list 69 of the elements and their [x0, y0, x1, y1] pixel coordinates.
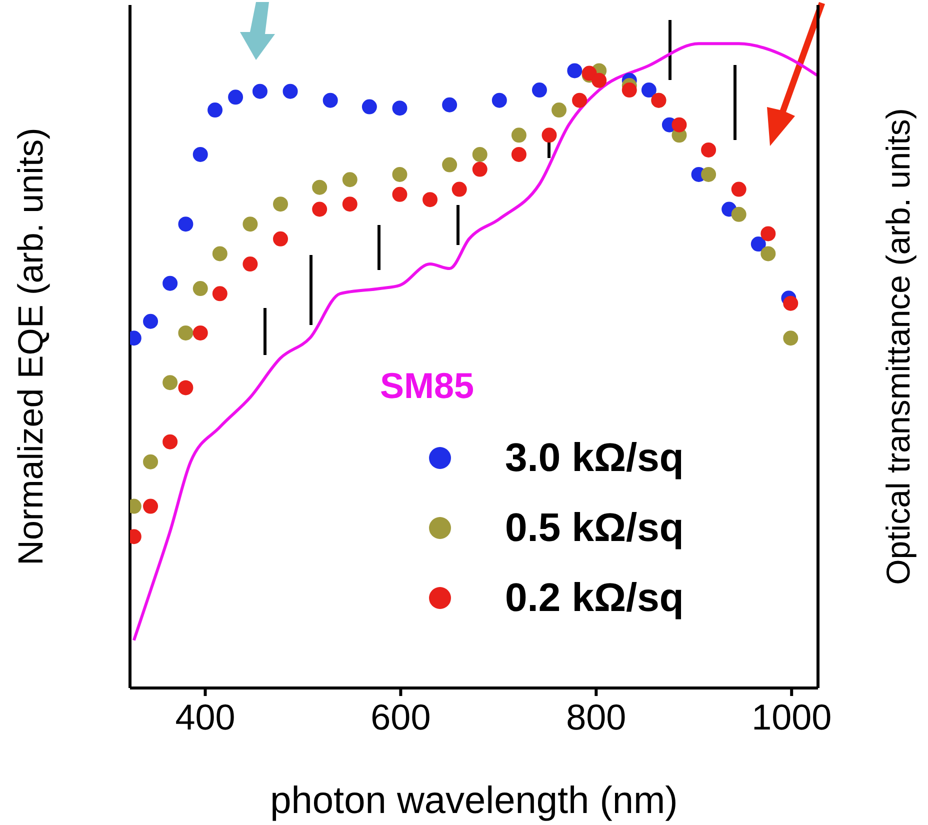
point: [472, 146, 488, 162]
point: [212, 286, 228, 302]
point: [162, 375, 178, 390]
point: [342, 196, 358, 212]
point: [452, 182, 467, 197]
x-axis-title: photon wavelength (nm): [270, 780, 678, 822]
point: [731, 182, 746, 197]
point: [750, 236, 766, 252]
point: [783, 330, 798, 346]
point: [273, 196, 288, 212]
point: [342, 172, 358, 188]
point: [783, 296, 798, 311]
point: [592, 72, 607, 88]
point: [760, 246, 776, 262]
point: [622, 82, 637, 98]
point: [701, 166, 716, 182]
y-axis-title: Normalized EQE (arb. units): [11, 128, 50, 566]
point: [392, 100, 408, 116]
point: [162, 276, 178, 291]
point: [392, 166, 408, 182]
legend-label: 0.5 kΩ/sq: [505, 506, 684, 550]
x-tick-label: 400: [175, 696, 236, 738]
point: [208, 102, 223, 118]
x-tick-label: 800: [566, 696, 626, 738]
point: [760, 226, 776, 242]
text: SM85: [379, 365, 476, 408]
point: [472, 162, 488, 177]
point: [282, 84, 298, 99]
point: [178, 380, 194, 396]
point: [228, 90, 244, 105]
point: [192, 146, 208, 162]
point: [242, 256, 258, 272]
point: [572, 92, 588, 108]
point: [442, 157, 458, 172]
point: [492, 92, 507, 108]
point: [731, 206, 746, 222]
point: [143, 314, 158, 329]
point: [532, 82, 547, 98]
point: [242, 216, 258, 232]
point: [178, 325, 194, 340]
point: [322, 92, 338, 108]
y2-axis-title: Optical transmittance (arb. units): [880, 108, 917, 585]
x-tick-label: 1000: [752, 696, 832, 738]
point: [511, 146, 526, 162]
point: [312, 180, 328, 195]
point: [178, 216, 194, 232]
point: [672, 117, 687, 132]
point: [422, 192, 438, 208]
point: [392, 186, 408, 202]
point: [362, 99, 377, 114]
point: [192, 281, 208, 296]
point: [143, 498, 158, 514]
point: [701, 142, 716, 158]
legend-label: 0.2 kΩ/sq: [505, 576, 684, 620]
point: [312, 202, 328, 217]
point: [567, 63, 582, 78]
x-tick-label: 600: [370, 696, 431, 738]
point: [162, 434, 178, 450]
point: [442, 97, 458, 112]
point: [511, 128, 526, 143]
point: [641, 82, 656, 98]
point: [252, 84, 268, 99]
point: [143, 454, 158, 470]
point: [542, 128, 557, 143]
legend-label: 3.0 kΩ/sq: [505, 436, 684, 480]
point: [192, 325, 208, 340]
point: [552, 102, 567, 118]
point: [212, 246, 228, 262]
point: [273, 231, 288, 246]
